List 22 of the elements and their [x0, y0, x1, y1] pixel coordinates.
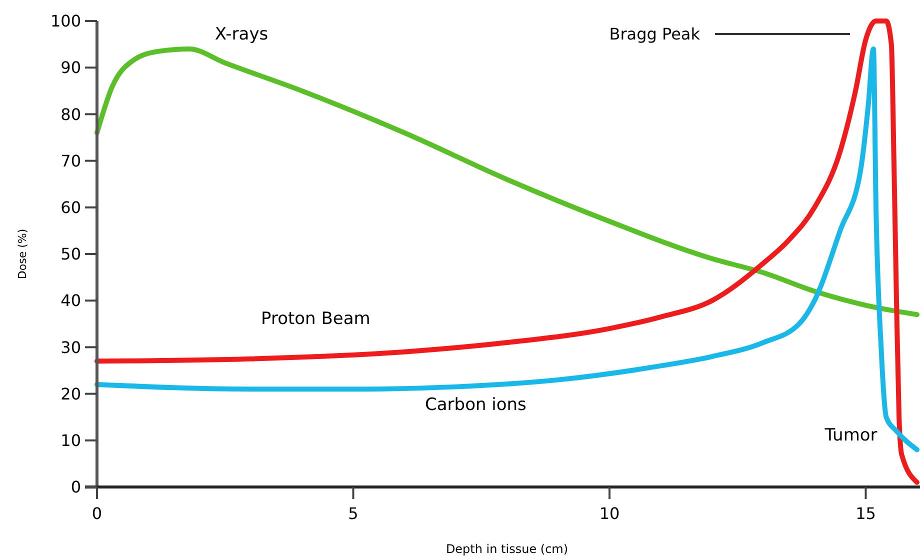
- x-tick-label: 0: [92, 504, 102, 523]
- x-tick-label: 15: [856, 504, 876, 523]
- y-tick-label: 0: [70, 478, 81, 497]
- y-tick-label: 70: [60, 151, 81, 170]
- y-tick-label: 40: [60, 291, 81, 310]
- y-tick-label: 10: [60, 431, 81, 450]
- y-axis-title: Dose (%): [16, 228, 29, 280]
- x-tick-label: 5: [348, 504, 358, 523]
- annotation: Tumor: [824, 425, 878, 446]
- y-tick-label: 20: [60, 384, 81, 404]
- series-label: Carbon ions: [425, 395, 527, 416]
- y-tick-label: 30: [60, 338, 81, 357]
- y-tick-label: 80: [60, 104, 81, 124]
- series-label: Proton Beam: [261, 308, 370, 329]
- y-tick-label: 100: [50, 12, 81, 31]
- annotation: Bragg Peak: [609, 24, 701, 44]
- series-label: X-rays: [214, 24, 268, 45]
- y-tick-label: 60: [60, 198, 81, 217]
- x-axis-title: Depth in tissue (cm): [446, 542, 568, 556]
- y-tick-label: 50: [60, 244, 81, 264]
- x-tick-label: 10: [599, 504, 620, 523]
- y-tick-label: 90: [60, 58, 81, 78]
